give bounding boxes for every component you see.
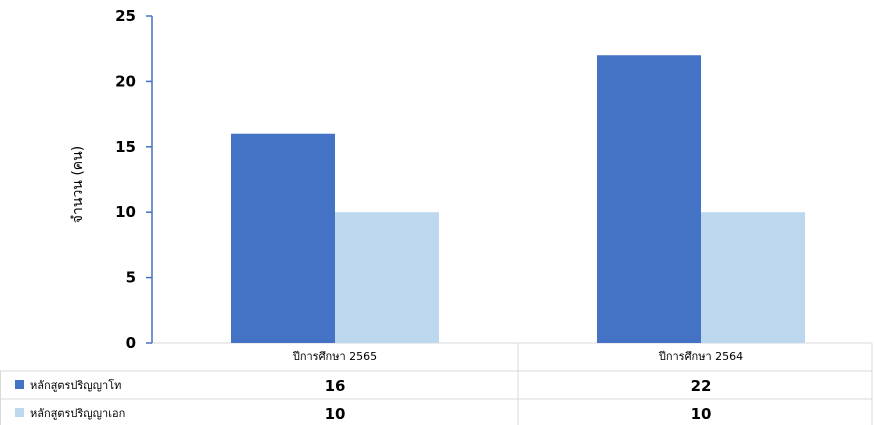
x-category-label: ปีการศึกษา 2565 (292, 350, 377, 363)
data-table-value: 10 (325, 405, 346, 423)
y-tick-label: 20 (115, 72, 136, 90)
y-tick-label: 5 (126, 269, 136, 287)
legend-key (15, 408, 24, 417)
data-table-value: 22 (691, 377, 712, 395)
label-group: 0 5 10 15 20 25 จำนวน (คน) ปีการศึกษา 2565 ปีการ… (15, 7, 743, 423)
series-name-label: หลักสูตรปริญญาโท (30, 378, 121, 392)
y-axis (146, 15, 153, 344)
bar (597, 55, 701, 344)
x-category-label: ปีการศึกษา 2564 (658, 350, 743, 363)
y-tick-label: 25 (115, 7, 136, 25)
y-axis-title: จำนวน (คน) (70, 146, 86, 223)
data-table-value: 10 (691, 405, 712, 423)
legend-key (15, 380, 24, 389)
bar (701, 212, 805, 343)
y-tick-label: 10 (115, 203, 136, 221)
bar (231, 133, 335, 343)
y-tick-label: 15 (115, 138, 136, 156)
bar-group (231, 55, 805, 344)
bar (335, 212, 439, 343)
data-table-value: 16 (325, 377, 346, 395)
series-name-label: หลักสูตรปริญญาเอก (30, 407, 125, 420)
y-tick-label: 0 (126, 334, 136, 352)
